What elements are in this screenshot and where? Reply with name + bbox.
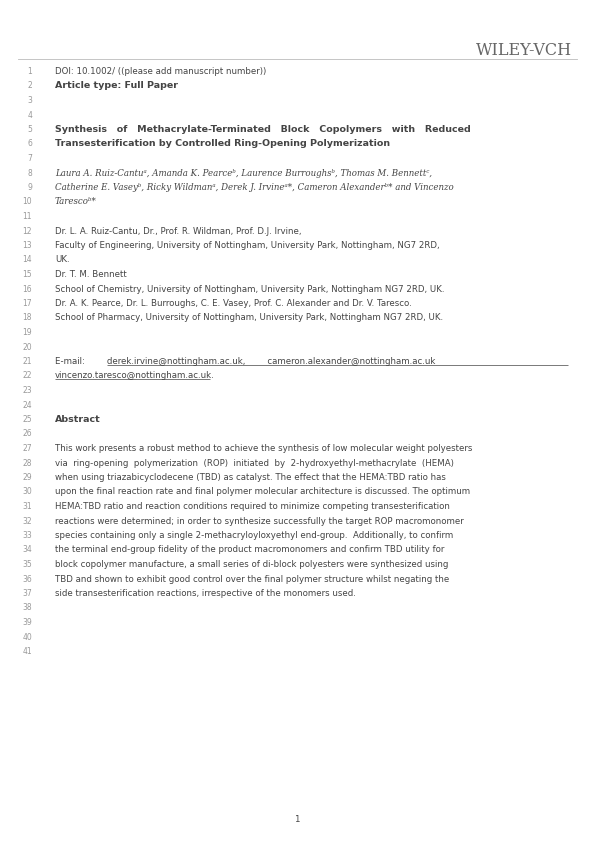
Text: 14: 14 xyxy=(23,255,32,264)
Text: block copolymer manufacture, a small series of di-block polyesters were synthesi: block copolymer manufacture, a small ser… xyxy=(55,560,449,569)
Text: 16: 16 xyxy=(23,285,32,294)
Text: 31: 31 xyxy=(23,502,32,511)
Text: vincenzo.taresco@nottingham.ac.uk.: vincenzo.taresco@nottingham.ac.uk. xyxy=(55,371,215,381)
Text: 41: 41 xyxy=(23,647,32,656)
Text: 20: 20 xyxy=(23,343,32,351)
Text: 26: 26 xyxy=(23,429,32,439)
Text: 36: 36 xyxy=(22,574,32,584)
Text: Dr. L. A. Ruiz-Cantu, Dr., Prof. R. Wildman, Prof. D.J. Irvine,: Dr. L. A. Ruiz-Cantu, Dr., Prof. R. Wild… xyxy=(55,226,302,236)
Text: School of Chemistry, University of Nottingham, University Park, Nottingham NG7 2: School of Chemistry, University of Notti… xyxy=(55,285,444,294)
Text: 34: 34 xyxy=(22,546,32,555)
Text: Transesterification by Controlled Ring-Opening Polymerization: Transesterification by Controlled Ring-O… xyxy=(55,140,390,148)
Text: 3: 3 xyxy=(27,96,32,105)
Text: 5: 5 xyxy=(27,125,32,134)
Text: 33: 33 xyxy=(22,531,32,540)
Text: TBD and shown to exhibit good control over the final polymer structure whilst ne: TBD and shown to exhibit good control ov… xyxy=(55,574,449,584)
Text: 1: 1 xyxy=(295,815,300,824)
Text: 39: 39 xyxy=(22,618,32,627)
Text: 19: 19 xyxy=(23,328,32,337)
Text: Laura A. Ruiz-Cantuᵃ, Amanda K. Pearceᵇ, Laurence Burroughsᵇ, Thomas M. Bennettᶜ: Laura A. Ruiz-Cantuᵃ, Amanda K. Pearceᵇ,… xyxy=(55,168,432,178)
Text: 4: 4 xyxy=(27,110,32,120)
Text: Article type: Full Paper: Article type: Full Paper xyxy=(55,82,178,90)
Text: when using triazabicyclodecene (TBD) as catalyst. The effect that the HEMA:TBD r: when using triazabicyclodecene (TBD) as … xyxy=(55,473,446,482)
Text: 11: 11 xyxy=(23,212,32,221)
Text: 9: 9 xyxy=(27,183,32,192)
Text: 6: 6 xyxy=(27,140,32,148)
Text: Synthesis   of   Methacrylate-Terminated   Block   Copolymers   with   Reduced: Synthesis of Methacrylate-Terminated Blo… xyxy=(55,125,471,134)
Text: 18: 18 xyxy=(23,313,32,322)
Text: E-mail:        derek.irvine@nottingham.ac.uk,        cameron.alexander@nottingha: E-mail: derek.irvine@nottingham.ac.uk, c… xyxy=(55,357,436,366)
Text: 40: 40 xyxy=(22,632,32,642)
Text: Dr. T. M. Bennett: Dr. T. M. Bennett xyxy=(55,270,127,279)
Text: via  ring-opening  polymerization  (ROP)  initiated  by  2-hydroxyethyl-methacry: via ring-opening polymerization (ROP) in… xyxy=(55,459,454,467)
Text: 30: 30 xyxy=(22,488,32,497)
Text: 25: 25 xyxy=(23,415,32,424)
Text: species containing only a single 2-methacryloyloxyethyl end-group.  Additionally: species containing only a single 2-metha… xyxy=(55,531,453,540)
Text: Abstract: Abstract xyxy=(55,415,101,424)
Text: 35: 35 xyxy=(22,560,32,569)
Text: upon the final reaction rate and final polymer molecular architecture is discuss: upon the final reaction rate and final p… xyxy=(55,488,470,497)
Text: 32: 32 xyxy=(23,516,32,525)
Text: 13: 13 xyxy=(23,241,32,250)
Text: 10: 10 xyxy=(23,198,32,206)
Text: School of Pharmacy, University of Nottingham, University Park, Nottingham NG7 2R: School of Pharmacy, University of Nottin… xyxy=(55,313,443,322)
Text: WILEY-VCH: WILEY-VCH xyxy=(476,42,572,59)
Text: 27: 27 xyxy=(23,444,32,453)
Text: This work presents a robust method to achieve the synthesis of low molecular wei: This work presents a robust method to ac… xyxy=(55,444,472,453)
Text: 38: 38 xyxy=(23,604,32,612)
Text: 23: 23 xyxy=(23,386,32,395)
Text: 7: 7 xyxy=(27,154,32,163)
Text: 29: 29 xyxy=(23,473,32,482)
Text: 37: 37 xyxy=(22,589,32,598)
Text: 2: 2 xyxy=(27,82,32,90)
Text: 17: 17 xyxy=(23,299,32,308)
Text: 22: 22 xyxy=(23,371,32,381)
Text: 21: 21 xyxy=(23,357,32,366)
Text: side transesterification reactions, irrespective of the monomers used.: side transesterification reactions, irre… xyxy=(55,589,356,598)
Text: 1: 1 xyxy=(27,67,32,76)
Text: DOI: 10.1002/ ((please add manuscript number)): DOI: 10.1002/ ((please add manuscript nu… xyxy=(55,67,266,76)
Text: the terminal end-group fidelity of the product macromonomers and confirm TBD uti: the terminal end-group fidelity of the p… xyxy=(55,546,444,555)
Text: Catherine E. Vaseyᵇ, Ricky Wildmanᵃ, Derek J. Irvineᵃ*, Cameron Alexanderᵇ* and : Catherine E. Vaseyᵇ, Ricky Wildmanᵃ, Der… xyxy=(55,183,454,192)
Text: 28: 28 xyxy=(23,459,32,467)
Text: UK.: UK. xyxy=(55,255,70,264)
Text: 8: 8 xyxy=(27,168,32,178)
Text: HEMA:TBD ratio and reaction conditions required to minimize competing transester: HEMA:TBD ratio and reaction conditions r… xyxy=(55,502,450,511)
Text: 24: 24 xyxy=(23,401,32,409)
Text: Dr. A. K. Pearce, Dr. L. Burroughs, C. E. Vasey, Prof. C. Alexander and Dr. V. T: Dr. A. K. Pearce, Dr. L. Burroughs, C. E… xyxy=(55,299,412,308)
Text: Tarescoᵇ*: Tarescoᵇ* xyxy=(55,198,97,206)
Text: 12: 12 xyxy=(23,226,32,236)
Text: reactions were determined; in order to synthesize successfully the target ROP ma: reactions were determined; in order to s… xyxy=(55,516,464,525)
Text: Faculty of Engineering, University of Nottingham, University Park, Nottingham, N: Faculty of Engineering, University of No… xyxy=(55,241,440,250)
Text: 15: 15 xyxy=(23,270,32,279)
